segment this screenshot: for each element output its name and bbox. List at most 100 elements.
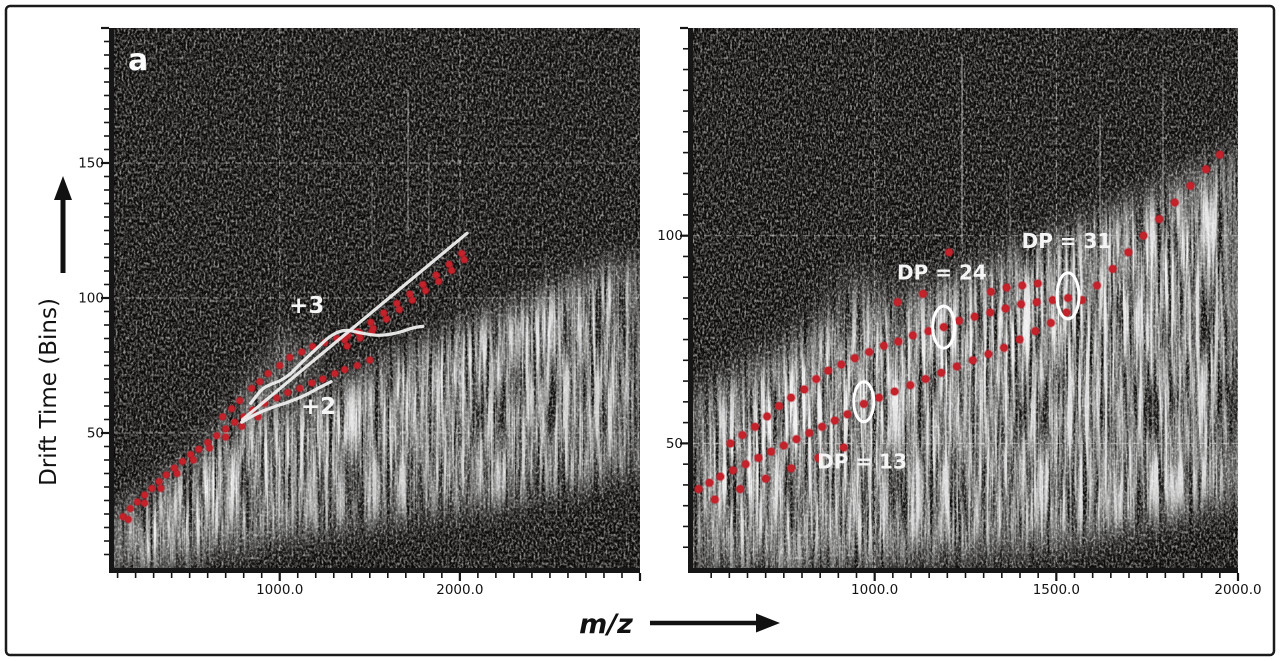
data-point: [693, 484, 704, 494]
data-point: [263, 369, 273, 378]
data-point: [255, 377, 265, 387]
data-point: [725, 438, 736, 449]
series-scatter-extras: [710, 247, 1043, 505]
data-point: [842, 409, 853, 420]
data-point: [905, 380, 916, 391]
data-point: [1107, 264, 1118, 274]
x-tick-label: 1500.0: [1033, 582, 1080, 598]
data-point: [1014, 334, 1025, 345]
data-point: [230, 417, 239, 427]
data-point: [740, 459, 751, 470]
data-point: [944, 247, 954, 258]
data-point: [283, 388, 293, 397]
data-point: [318, 374, 328, 384]
data-point: [395, 305, 404, 314]
data-point: [1017, 280, 1028, 291]
data-point: [418, 280, 428, 289]
data-point: [125, 504, 135, 513]
data-point: [431, 270, 441, 280]
data-point: [308, 342, 318, 351]
figure-border: [4, 4, 1276, 657]
heatmap-speckle-noise: [114, 28, 640, 568]
data-point: [457, 249, 467, 258]
data-point: [366, 318, 376, 327]
data-point: [235, 396, 244, 405]
data-point: [823, 365, 834, 376]
right-panel-plot-layer: 1000.0 1500.0 2000.0 50 100 DP = 13 DP = 24 DP …: [657, 26, 1262, 598]
data-point: [170, 463, 179, 473]
data-point: [879, 341, 889, 351]
heatmap-panel-left: [114, 28, 640, 568]
x-tick-label: 2000.0: [436, 582, 483, 598]
data-point: [999, 343, 1009, 353]
data-point: [760, 473, 771, 484]
data-point: [969, 311, 980, 322]
data-point: [1016, 299, 1026, 310]
data-point: [983, 349, 994, 359]
y-tick-label: 50: [666, 436, 683, 452]
data-point: [295, 384, 305, 393]
data-point: [156, 484, 166, 493]
data-point: [1046, 318, 1056, 328]
data-point: [952, 361, 962, 372]
data-point: [817, 422, 827, 432]
plus2-smoothed-trace: [240, 380, 333, 424]
data-point: [859, 399, 869, 409]
data-point: [936, 368, 947, 378]
data-point: [297, 347, 307, 357]
data-point: [1033, 278, 1043, 289]
annotation-dp13: DP = 13: [817, 449, 907, 473]
data-point: [392, 299, 402, 308]
data-point: [849, 353, 860, 364]
series-lower-oligomer-chain: [693, 149, 1225, 494]
data-point: [786, 392, 796, 403]
data-point: [221, 432, 230, 442]
data-point: [1031, 297, 1042, 308]
data-point: [735, 484, 746, 494]
data-point: [893, 336, 904, 347]
x-tick-label: 1000.0: [256, 582, 303, 598]
data-point: [985, 307, 996, 318]
highlight-ellipse: [931, 304, 957, 350]
data-point: [379, 308, 389, 318]
data-point: [1001, 282, 1012, 293]
series-scatter-extras: [124, 412, 263, 524]
data-point: [408, 295, 417, 305]
right-arrow-icon: [756, 613, 780, 633]
data-point: [434, 277, 443, 286]
data-point: [753, 453, 764, 463]
data-point: [218, 412, 227, 422]
data-point: [1123, 247, 1134, 258]
data-point: [1170, 197, 1180, 208]
data-point: [205, 443, 214, 453]
data-point: [1138, 230, 1149, 241]
data-point: [272, 393, 282, 403]
data-point: [715, 471, 726, 482]
annotation-dp24: DP = 24: [897, 260, 987, 284]
data-point: [1000, 303, 1011, 314]
data-point: [920, 374, 931, 384]
data-point: [774, 401, 784, 411]
data-point: [118, 512, 128, 522]
data-point: [194, 444, 203, 454]
data-point: [938, 322, 949, 332]
data-point: [804, 428, 815, 438]
highlight-ellipse: [852, 380, 876, 424]
data-point: [275, 361, 285, 370]
data-point: [1092, 280, 1102, 291]
data-point: [811, 374, 822, 384]
data-point: [444, 260, 454, 269]
up-arrow-icon: [54, 176, 72, 200]
data-point: [889, 386, 900, 397]
data-point: [864, 347, 875, 357]
data-point: [285, 353, 295, 362]
y-axis-title-group: Drift Time (Bins): [36, 176, 72, 486]
left-panel-plot-layer: 1000.0 2000.0 50 100 150 +3 +2: [78, 26, 642, 598]
x-axis-title-group: m/z: [579, 609, 780, 640]
data-point: [1201, 164, 1211, 174]
data-point: [918, 289, 928, 299]
data-point: [221, 424, 230, 434]
annotation-+2: +2: [301, 394, 336, 420]
